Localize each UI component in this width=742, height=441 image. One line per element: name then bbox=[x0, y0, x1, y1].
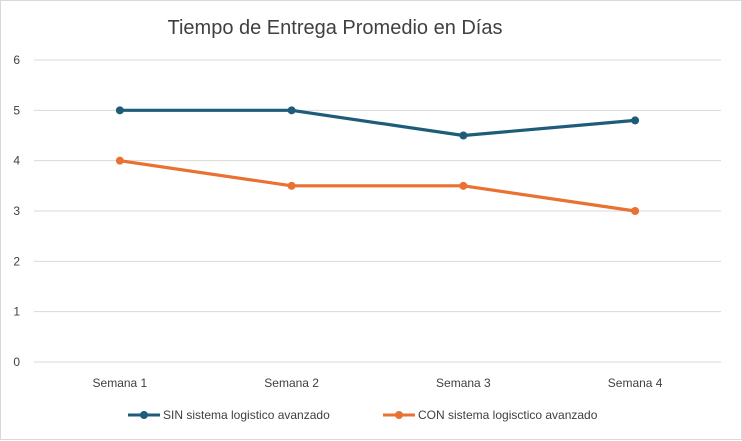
series-line-2 bbox=[118, 159, 637, 213]
y-tick-label: 4 bbox=[13, 154, 20, 168]
y-tick-label: 0 bbox=[13, 355, 20, 369]
x-axis-ticks: Semana 1 Semana 2 Semana 3 Semana 4 bbox=[93, 376, 663, 390]
x-tick-label: Semana 2 bbox=[264, 376, 319, 390]
data-point bbox=[631, 116, 640, 125]
data-point bbox=[631, 207, 640, 215]
data-point bbox=[287, 181, 296, 190]
x-tick-label: Semana 4 bbox=[608, 376, 663, 390]
legend: SIN sistema logistico avanzado CON sistem… bbox=[128, 408, 598, 422]
legend-label-2: CON sistema logisctico avanzado bbox=[418, 408, 598, 422]
series-line-1 bbox=[118, 108, 637, 138]
y-tick-label: 6 bbox=[13, 53, 20, 67]
chart-title: Tiempo de Entrega Promedio en Días bbox=[168, 17, 503, 39]
y-tick-label: 5 bbox=[13, 103, 20, 117]
y-tick-label: 3 bbox=[13, 204, 20, 218]
y-axis-ticks: 0 1 2 3 4 5 6 bbox=[13, 53, 20, 369]
y-tick-label: 2 bbox=[13, 254, 20, 268]
legend-swatch-marker bbox=[395, 411, 403, 419]
legend-label-1: SIN sistema logistico avanzado bbox=[163, 408, 330, 422]
data-point bbox=[287, 106, 296, 115]
legend-swatch-marker bbox=[140, 411, 148, 419]
data-point bbox=[459, 181, 468, 190]
series-lines bbox=[115, 106, 640, 215]
y-tick-label: 1 bbox=[13, 305, 20, 319]
data-point bbox=[459, 131, 468, 140]
x-tick-label: Semana 3 bbox=[436, 376, 491, 390]
data-point bbox=[115, 156, 124, 165]
gridlines bbox=[34, 59, 721, 363]
x-tick-label: Semana 1 bbox=[93, 376, 148, 390]
data-point bbox=[115, 106, 124, 115]
